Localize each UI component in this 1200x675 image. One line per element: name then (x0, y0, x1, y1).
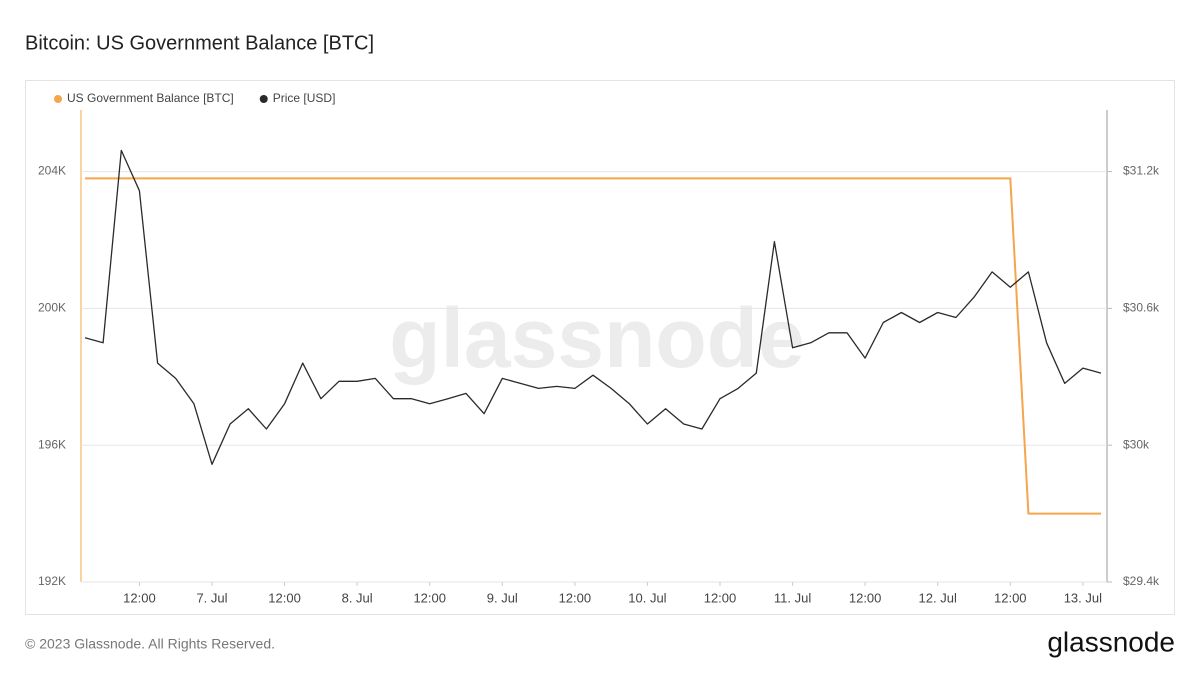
series-line (84, 149, 1102, 465)
y2-tick-label: $30k (1123, 437, 1150, 451)
y2-tick-label: $30.6k (1123, 301, 1160, 315)
y-tick-label: 204K (38, 164, 66, 178)
y-tick-label: 200K (38, 301, 66, 315)
y2-tick-label: $31.2k (1123, 164, 1160, 178)
x-tick-label: 12:00 (849, 590, 882, 605)
chart-title: Bitcoin: US Government Balance [BTC] (25, 32, 374, 54)
x-tick-label: 12:00 (994, 590, 1027, 605)
x-tick-label: 12:00 (704, 590, 737, 605)
panel (25, 80, 1175, 615)
legend-marker (54, 95, 62, 103)
y-tick-label: 192K (38, 574, 66, 588)
footer: © 2023 Glassnode. All Rights Reserved. (25, 636, 275, 652)
x-tick-label: 13. Jul (1064, 590, 1102, 605)
x-tick-label: 9. Jul (487, 590, 518, 605)
x-tick-label: 12:00 (559, 590, 592, 605)
logo: glassnode (1047, 626, 1175, 657)
x-tick-label: 11. Jul (774, 590, 811, 605)
x-tick-label: 12:00 (413, 590, 446, 605)
y2-tick-label: $29.4k (1123, 574, 1160, 588)
legend-label[interactable]: Price [USD] (273, 91, 336, 105)
x-tick-label: 12. Jul (919, 590, 957, 605)
y-tick-label: 196K (38, 437, 66, 451)
watermark: glassnode (389, 291, 804, 385)
x-tick-label: 12:00 (268, 590, 301, 605)
legend-label[interactable]: US Government Balance [BTC] (67, 91, 234, 105)
series-line (85, 177, 1101, 515)
x-tick-label: 12:00 (123, 590, 156, 605)
x-tick-label: 7. Jul (196, 590, 227, 605)
legend-marker (259, 95, 268, 103)
x-tick-label: 10. Jul (628, 590, 666, 605)
x-tick-label: 8. Jul (342, 590, 373, 605)
